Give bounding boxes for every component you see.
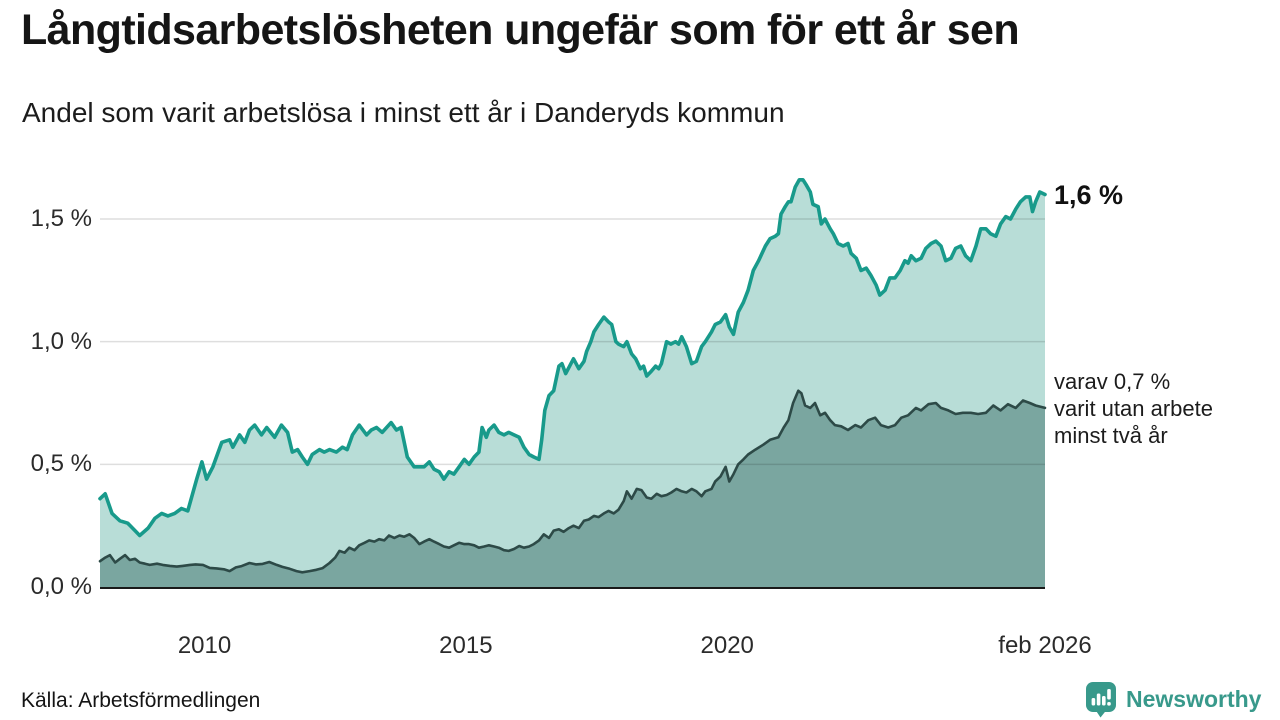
page-title: Långtidsarbetslösheten ungefär som för e… bbox=[21, 6, 1020, 54]
x-axis-tick-label: 2015 bbox=[439, 632, 493, 659]
x-axis-tick-label: 2020 bbox=[700, 632, 754, 659]
latest-value-label: 1,6 % bbox=[1054, 180, 1124, 210]
source-note: Källa: Arbetsförmedlingen bbox=[21, 689, 261, 712]
unemployed-two-years-area bbox=[100, 390, 1045, 587]
newsworthy-brand: Newsworthy bbox=[1083, 680, 1261, 718]
y-axis-tick-label: 0,0 % bbox=[30, 573, 92, 600]
y-axis-tick-label: 1,5 % bbox=[30, 205, 92, 232]
unemployed-two-years-line bbox=[98, 389, 1047, 574]
unemployed-one-year-line bbox=[98, 178, 1047, 538]
x-axis-tick-label: feb 2026 bbox=[998, 632, 1092, 659]
x-axis-tick-label: 2010 bbox=[177, 632, 232, 659]
y-axis-tick-label: 0,5 % bbox=[30, 450, 92, 478]
brand-name: Newsworthy bbox=[1126, 685, 1262, 712]
newsworthy-logo-icon bbox=[1086, 682, 1116, 718]
page-subtitle: Andel som varit arbetslösa i minst ett å… bbox=[22, 97, 785, 128]
y-axis-tick-label: 1,0 % bbox=[30, 327, 92, 355]
secondary-series-label: varav 0,7 % varit utan arbete minst två … bbox=[1054, 369, 1213, 448]
